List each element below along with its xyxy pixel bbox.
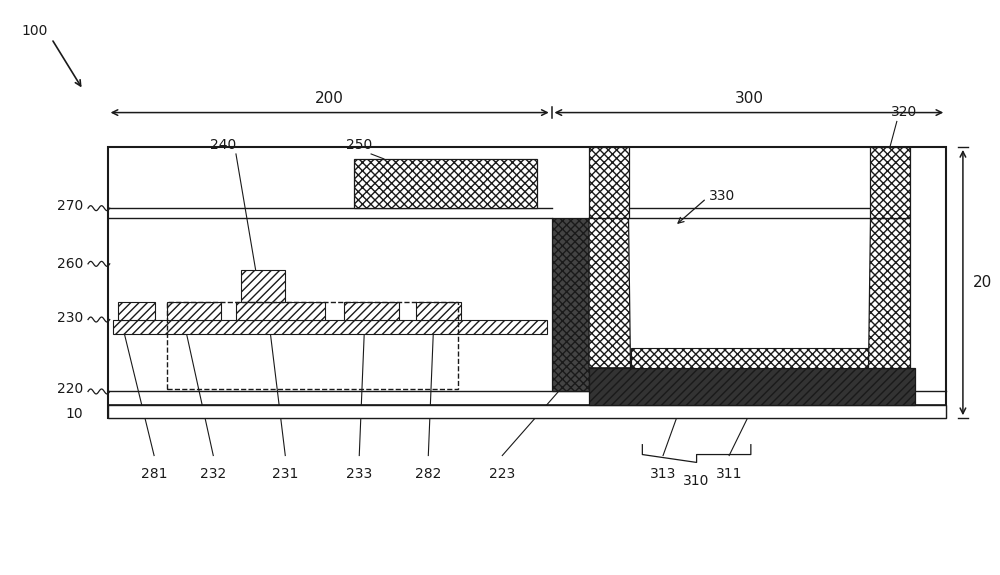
Text: 270: 270 [57, 199, 83, 213]
Text: 200: 200 [315, 91, 344, 106]
Bar [167, 302, 458, 389]
Text: 240: 240 [210, 138, 236, 152]
Polygon shape [868, 218, 910, 368]
Bar [113, 320, 547, 334]
Text: 313: 313 [650, 467, 676, 481]
Text: 310: 310 [683, 474, 710, 488]
Polygon shape [589, 218, 631, 368]
Bar [589, 147, 629, 218]
Bar [870, 147, 910, 218]
Text: 223: 223 [489, 467, 515, 481]
Text: 281: 281 [141, 467, 167, 481]
Text: 230: 230 [57, 310, 83, 324]
Bar [108, 147, 946, 418]
Text: 220: 220 [57, 382, 83, 397]
Text: 330: 330 [709, 189, 736, 204]
Text: 250: 250 [346, 138, 372, 152]
Bar [108, 405, 946, 418]
Text: 20: 20 [973, 275, 992, 290]
Bar [589, 368, 915, 405]
Text: 232: 232 [200, 467, 226, 481]
Text: 282: 282 [415, 467, 441, 481]
Text: 300: 300 [734, 91, 763, 106]
Text: 100: 100 [22, 24, 48, 38]
Bar [416, 302, 461, 320]
Bar [344, 302, 399, 320]
Text: 311: 311 [716, 467, 742, 481]
Bar [552, 218, 589, 392]
Bar [241, 270, 285, 302]
Bar [118, 302, 155, 320]
Text: 10: 10 [65, 407, 83, 421]
Bar [236, 302, 325, 320]
Text: 233: 233 [346, 467, 372, 481]
Text: 320: 320 [891, 105, 917, 120]
Bar [167, 302, 221, 320]
Text: 231: 231 [272, 467, 298, 481]
Bar [354, 159, 537, 208]
Text: 260: 260 [57, 257, 83, 271]
Bar [631, 348, 872, 368]
